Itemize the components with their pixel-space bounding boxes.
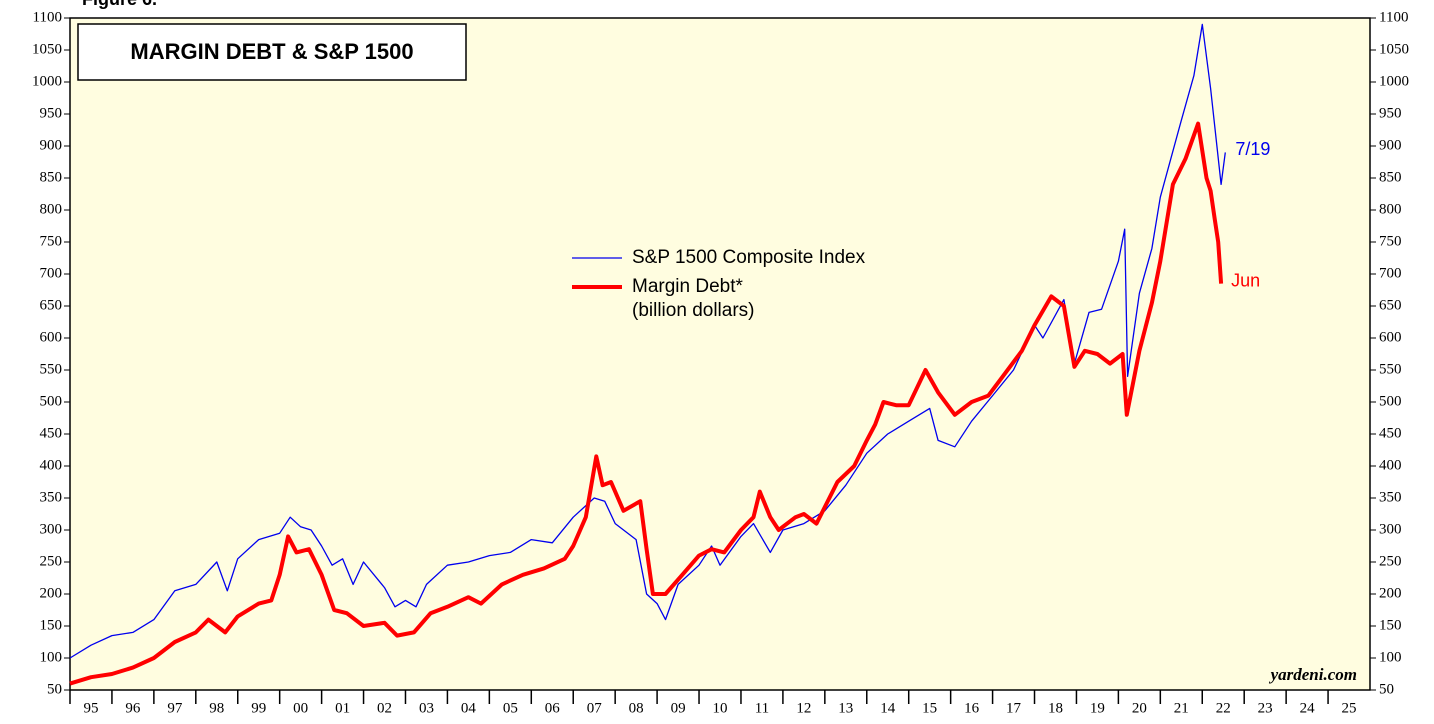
y2-tick-label: 1000: [1379, 73, 1409, 89]
y2-tick-label: 100: [1379, 649, 1402, 665]
x-tick-label: 16: [964, 700, 980, 716]
legend-sublabel: (billion dollars): [632, 300, 755, 321]
x-tick-label: 01: [335, 700, 350, 716]
x-tick-label: 09: [671, 700, 686, 716]
x-tick-label: 13: [838, 700, 853, 716]
legend-label: S&P 1500 Composite Index: [632, 247, 866, 268]
y-tick-label: 500: [40, 393, 63, 409]
y-tick-label: 700: [40, 265, 63, 281]
y-tick-label: 200: [40, 585, 63, 601]
series-line: [69, 23, 1226, 659]
end-label: 7/19: [1235, 139, 1270, 159]
y-tick-label: 1000: [32, 73, 62, 89]
y-tick-label: 400: [40, 457, 63, 473]
series-line: [69, 121, 1224, 686]
title-box: [77, 23, 467, 81]
x-tick-label: 19: [1090, 700, 1105, 716]
y2-tick-label: 50: [1379, 681, 1394, 697]
x-tick-label: 08: [629, 700, 644, 716]
y2-tick-label: 950: [1379, 105, 1402, 121]
x-tick-label: 02: [377, 700, 392, 716]
source: yardeni.com: [1269, 665, 1357, 684]
y2-tick-label: 200: [1379, 585, 1402, 601]
y2-tick-label: 800: [1379, 201, 1402, 217]
x-tick-label: 24: [1300, 700, 1316, 716]
y-tick-label: 1050: [32, 41, 62, 57]
y2-tick-label: 400: [1379, 457, 1402, 473]
y-tick-label: 300: [40, 521, 63, 537]
y2-tick-label: 650: [1379, 297, 1402, 313]
y2-tick-label: 750: [1379, 233, 1402, 249]
x-tick-label: 11: [755, 700, 769, 716]
y2-tick-label: 1050: [1379, 41, 1409, 57]
y2-tick-label: 500: [1379, 393, 1402, 409]
x-tick-label: 05: [503, 700, 518, 716]
x-tick-label: 14: [880, 700, 896, 716]
x-tick-label: 21: [1174, 700, 1189, 716]
plot-area: [69, 17, 1371, 691]
y-tick-label: 250: [40, 553, 63, 569]
x-tick-label: 04: [461, 700, 477, 716]
y2-tick-label: 300: [1379, 521, 1402, 537]
y2-tick-label: 250: [1379, 553, 1402, 569]
y-tick-label: 100: [40, 649, 63, 665]
x-tick-label: 97: [167, 700, 183, 716]
figure-label: Figure 6.: [82, 0, 157, 9]
y-tick-label: 550: [40, 361, 63, 377]
y-tick-label: 650: [40, 297, 63, 313]
x-tick-label: 96: [125, 700, 141, 716]
x-tick-label: 17: [1006, 700, 1022, 716]
y2-tick-label: 700: [1379, 265, 1402, 281]
y-tick-label: 750: [40, 233, 63, 249]
x-tick-label: 20: [1132, 700, 1147, 716]
y-tick-label: 450: [40, 425, 63, 441]
y2-tick-label: 450: [1379, 425, 1402, 441]
x-tick-label: 03: [419, 700, 434, 716]
x-tick-label: 06: [545, 700, 561, 716]
y2-tick-label: 150: [1379, 617, 1402, 633]
y2-tick-label: 1100: [1379, 9, 1408, 25]
x-tick-label: 07: [587, 700, 603, 716]
y2-tick-label: 550: [1379, 361, 1402, 377]
y-tick-label: 950: [40, 105, 63, 121]
x-tick-label: 15: [922, 700, 937, 716]
x-tick-label: 95: [83, 700, 98, 716]
x-tick-label: 23: [1258, 700, 1273, 716]
y2-tick-label: 350: [1379, 489, 1402, 505]
y-tick-label: 50: [47, 681, 62, 697]
y2-tick-label: 600: [1379, 329, 1402, 345]
y2-tick-label: 900: [1379, 137, 1402, 153]
x-tick-label: 25: [1342, 700, 1357, 716]
y-tick-label: 850: [40, 169, 63, 185]
y-tick-label: 1100: [33, 9, 62, 25]
x-tick-label: 00: [293, 700, 308, 716]
y-tick-label: 800: [40, 201, 63, 217]
y-tick-label: 900: [40, 137, 63, 153]
x-tick-label: 18: [1048, 700, 1063, 716]
x-tick-label: 22: [1216, 700, 1231, 716]
x-tick-label: 12: [796, 700, 811, 716]
x-tick-label: 10: [713, 700, 728, 716]
x-tick-label: 99: [251, 700, 266, 716]
y-tick-label: 600: [40, 329, 63, 345]
y2-tick-label: 850: [1379, 169, 1402, 185]
x-tick-label: 98: [209, 700, 224, 716]
y-tick-label: 150: [40, 617, 63, 633]
legend: S&P 1500 Composite Index Margin Debt* (b…: [572, 247, 866, 321]
end-label: Jun: [1231, 270, 1260, 290]
chart-title: MARGIN DEBT & S&P 1500: [130, 39, 413, 64]
legend-label: Margin Debt*: [632, 276, 743, 297]
y-tick-label: 350: [40, 489, 63, 505]
